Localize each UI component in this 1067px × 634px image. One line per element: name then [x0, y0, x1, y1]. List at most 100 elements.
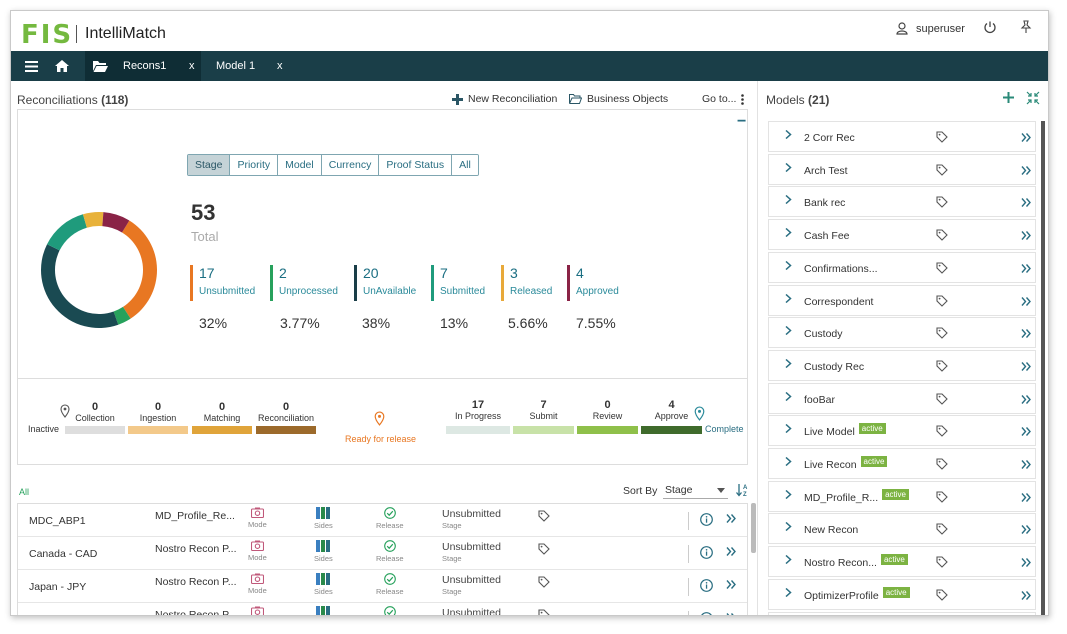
model-list-item[interactable]: MD_Profile_R... active [768, 480, 1036, 512]
group-by-priority[interactable]: Priority [230, 155, 279, 175]
stat-unprocessed[interactable]: 2 Unprocessed [270, 265, 338, 301]
tag-icon[interactable] [936, 392, 948, 410]
business-objects-button[interactable]: Business Objects [569, 93, 668, 105]
pipeline-stage[interactable]: 17 In Progress [446, 400, 510, 422]
group-by-all[interactable]: All [452, 155, 478, 175]
model-list-item[interactable]: Correspondent [768, 284, 1036, 316]
tab-close-button[interactable]: x [189, 60, 195, 72]
donut-slice-3[interactable] [47, 214, 87, 251]
info-icon[interactable] [700, 612, 713, 615]
stat-unsubmitted[interactable]: 17 Unsubmitted [190, 265, 255, 301]
table-row[interactable]: Japan - JPY Nostro Recon P... Mode Sides Rel… [18, 570, 747, 603]
table-scrollbar[interactable] [751, 503, 756, 553]
tag-icon[interactable] [936, 588, 948, 606]
stat-unavailable[interactable]: 20 UnAvailable [354, 265, 416, 301]
group-by-model[interactable]: Model [278, 155, 322, 175]
pipeline-stage[interactable]: 0 Review [577, 400, 638, 422]
tag-icon[interactable] [936, 555, 948, 573]
pin-icon[interactable] [1019, 20, 1033, 34]
open-model-icon[interactable] [1021, 490, 1031, 505]
group-by-currency[interactable]: Currency [321, 155, 380, 175]
open-model-icon[interactable] [1021, 424, 1031, 439]
tag-icon[interactable] [936, 359, 948, 377]
chevron-right-icon[interactable] [785, 162, 792, 175]
donut-slice-5[interactable] [102, 212, 130, 233]
pipeline-stage[interactable]: 0 Ingestion [128, 402, 188, 424]
tag-icon[interactable] [538, 576, 550, 591]
sort-by-select[interactable]: Stage [663, 481, 728, 499]
pipeline-stage[interactable]: 0 Matching [192, 402, 252, 424]
tag-icon[interactable] [538, 543, 550, 558]
donut-slice-0[interactable] [121, 220, 157, 319]
model-list-item[interactable]: Cash Fee [768, 219, 1036, 251]
models-scrollbar[interactable] [1041, 121, 1045, 615]
pipeline-stage[interactable]: 7 Submit [513, 400, 574, 422]
tag-icon[interactable] [936, 326, 948, 344]
chevron-right-icon[interactable] [785, 195, 792, 207]
open-model-icon[interactable] [1021, 359, 1031, 374]
model-list-item[interactable]: Bank rec [768, 186, 1036, 218]
open-recon-icon[interactable] [726, 577, 736, 592]
info-icon[interactable] [700, 579, 713, 595]
chevron-right-icon[interactable] [785, 358, 792, 371]
open-model-icon[interactable] [1021, 228, 1031, 243]
open-model-icon[interactable] [1021, 588, 1031, 603]
filter-all-link[interactable]: All [19, 487, 30, 497]
chevron-right-icon[interactable] [785, 489, 792, 502]
open-model-icon[interactable] [1021, 294, 1031, 309]
table-row[interactable]: Malaysia - MYR Nostro Recon P... Mode Sides… [18, 603, 747, 615]
info-icon[interactable] [700, 546, 713, 562]
open-recon-icon[interactable] [726, 544, 736, 559]
open-model-icon[interactable] [1021, 195, 1031, 210]
hamburger-menu-icon[interactable] [25, 51, 45, 81]
stage-donut-chart[interactable] [34, 205, 164, 335]
power-icon[interactable] [983, 20, 997, 34]
pipeline-stage[interactable]: 4 Approve [641, 400, 702, 422]
new-reconciliation-button[interactable]: New Reconciliation [452, 93, 557, 105]
info-icon[interactable] [700, 513, 713, 529]
model-list-item[interactable]: fooBar [768, 382, 1036, 414]
chevron-right-icon[interactable] [785, 129, 792, 142]
open-recon-icon[interactable] [726, 511, 736, 526]
chevron-right-icon[interactable] [785, 587, 792, 600]
model-list-item[interactable]: Custody Rec [768, 349, 1036, 381]
tag-icon[interactable] [936, 195, 948, 213]
model-list-item[interactable]: Confirmations... [768, 251, 1036, 283]
open-recon-icon[interactable] [726, 610, 736, 615]
donut-slice-2[interactable] [41, 244, 119, 328]
goto-menu[interactable]: Go to... [702, 93, 745, 105]
model-list-item[interactable]: Nostro Recon... active [768, 546, 1036, 578]
open-model-icon[interactable] [1021, 522, 1031, 537]
model-list-item[interactable]: 2 Corr Rec [768, 121, 1036, 152]
collapse-button[interactable]: − [737, 113, 747, 130]
stat-approved[interactable]: 4 Approved [567, 265, 619, 301]
open-model-icon[interactable] [1021, 457, 1031, 472]
tag-icon[interactable] [936, 490, 948, 508]
tag-icon[interactable] [936, 424, 948, 442]
stat-submitted[interactable]: 7 Submitted [431, 265, 485, 301]
chevron-right-icon[interactable] [785, 522, 792, 534]
add-model-button[interactable] [1003, 90, 1014, 108]
open-model-icon[interactable] [1021, 392, 1031, 407]
open-model-icon[interactable] [1021, 555, 1031, 570]
group-by-proof-status[interactable]: Proof Status [379, 155, 453, 175]
table-row[interactable]: Canada - CAD Nostro Recon P... Mode Sides Re… [18, 537, 747, 570]
model-list-item[interactable]: Custody [768, 317, 1036, 349]
open-model-icon[interactable] [1021, 163, 1031, 178]
model-list-item[interactable]: Live Model active [768, 415, 1036, 447]
donut-slice-4[interactable] [82, 212, 104, 228]
table-row[interactable]: MDC_ABP1 MD_Profile_Re... Mode Sides Release… [18, 504, 747, 537]
chevron-right-icon[interactable] [785, 555, 792, 567]
tag-icon[interactable] [936, 228, 948, 246]
model-list-item[interactable]: Live Recon active [768, 448, 1036, 479]
model-list-item[interactable]: PCactive [768, 611, 1036, 615]
pipeline-stage[interactable]: 0 Reconciliation [256, 402, 316, 424]
tab-recons1[interactable]: Recons1 [115, 51, 201, 81]
home-icon[interactable] [55, 51, 79, 81]
chevron-right-icon[interactable] [785, 228, 792, 240]
tag-icon[interactable] [538, 510, 550, 525]
chevron-right-icon[interactable] [785, 260, 792, 273]
tag-icon[interactable] [936, 130, 948, 148]
chevron-right-icon[interactable] [785, 424, 792, 436]
model-list-item[interactable]: OptimizerProfile active [768, 578, 1036, 610]
